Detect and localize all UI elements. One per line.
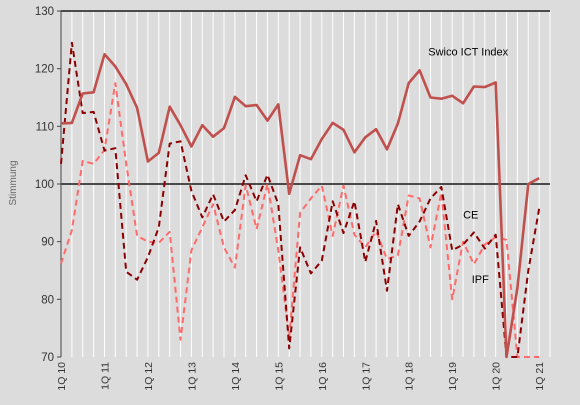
series-labels: Swico ICT Index CE IPF <box>428 46 508 286</box>
x-tick-label: 1Q 10 <box>56 362 68 391</box>
series-line-swico-ict-index <box>60 52 540 359</box>
x-tick-label: 1Q 21 <box>534 362 546 391</box>
reference-lines <box>61 10 550 185</box>
x-tick-label: 1Q 18 <box>404 362 416 391</box>
x-tick-label: 1Q 12 <box>143 362 155 391</box>
series-label: CE <box>463 210 478 222</box>
y-tick-label: 120 <box>35 64 54 76</box>
series-label: Swico ICT Index <box>428 46 508 58</box>
series-label: IPF <box>472 274 489 286</box>
y-axis-label: Stimmung <box>8 160 19 205</box>
y-tick-label: 130 <box>35 6 54 18</box>
x-tick-label: 1Q 15 <box>273 362 285 391</box>
x-tick-label: 1Q 20 <box>491 362 503 391</box>
axes: 70 80 90 100 110 120 130 1Q 10 1Q 11 1Q 12 1Q 13 1Q… <box>35 6 546 391</box>
y-tick-label: 80 <box>41 294 54 306</box>
series-line-ce <box>60 41 541 358</box>
y-tick-label: 90 <box>41 237 54 249</box>
x-tick-label: 1Q 13 <box>186 362 198 391</box>
x-tick-label: 1Q 19 <box>447 362 459 391</box>
x-tick-label: 1Q 11 <box>99 362 111 390</box>
y-tick-label: 100 <box>35 179 54 191</box>
x-tick-label: 1Q 17 <box>360 362 372 391</box>
series-group <box>60 41 541 359</box>
y-tick-label: 70 <box>41 352 54 364</box>
series-line-ipf <box>60 82 540 358</box>
x-tick-label: 1Q 16 <box>317 362 329 391</box>
x-tick-label: 1Q 14 <box>230 362 242 391</box>
y-tick-label: 110 <box>36 121 54 133</box>
